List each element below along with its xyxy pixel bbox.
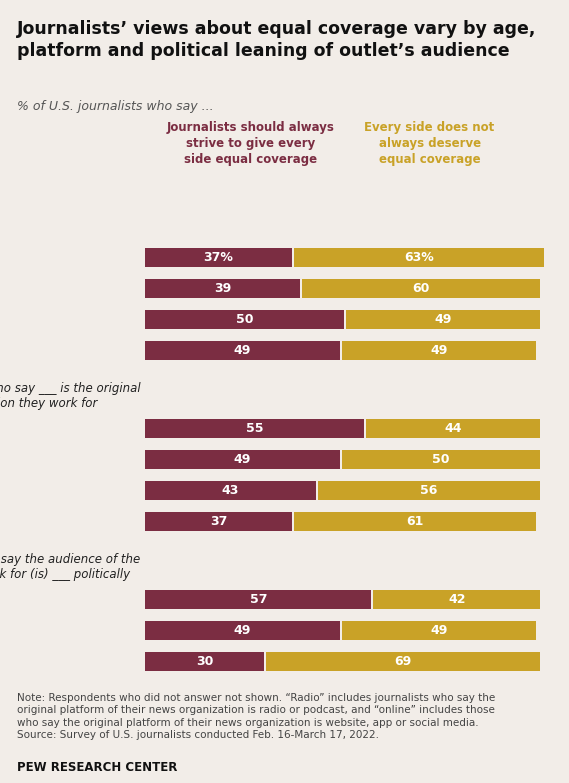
- Text: % of U.S. journalists who say ...: % of U.S. journalists who say ...: [17, 100, 214, 114]
- Text: 49: 49: [430, 345, 448, 357]
- Text: 57: 57: [250, 593, 267, 606]
- Text: Among U.S. journalists who say the audience of the
news organization they work f: Among U.S. journalists who say the audie…: [0, 553, 141, 581]
- Bar: [145, 280, 300, 298]
- Bar: [318, 482, 541, 500]
- Bar: [373, 590, 541, 609]
- Text: 60: 60: [413, 282, 430, 295]
- Bar: [266, 652, 541, 671]
- Text: 50: 50: [236, 313, 253, 327]
- Text: 49: 49: [434, 313, 452, 327]
- Bar: [145, 652, 264, 671]
- Text: 37%: 37%: [204, 251, 233, 264]
- Bar: [294, 248, 545, 267]
- Bar: [302, 280, 541, 298]
- Bar: [145, 513, 292, 531]
- Bar: [342, 450, 541, 469]
- Text: 49: 49: [234, 345, 251, 357]
- Text: 56: 56: [420, 484, 438, 497]
- Bar: [145, 341, 340, 360]
- Bar: [346, 310, 541, 329]
- Bar: [342, 341, 537, 360]
- Text: 50: 50: [432, 453, 450, 466]
- Bar: [145, 622, 340, 640]
- Text: 39: 39: [214, 282, 231, 295]
- Text: Every side does not
always deserve
equal coverage: Every side does not always deserve equal…: [365, 121, 494, 166]
- Bar: [145, 419, 364, 438]
- Text: 49: 49: [430, 624, 448, 637]
- Bar: [294, 513, 537, 531]
- Text: Among U.S. journalists who say ___ is the original
platform of the organization : Among U.S. journalists who say ___ is th…: [0, 382, 141, 410]
- Text: 55: 55: [246, 422, 263, 435]
- Bar: [145, 248, 292, 267]
- Text: 43: 43: [222, 484, 239, 497]
- Bar: [365, 419, 541, 438]
- Text: Journalists should always
strive to give every
side equal coverage: Journalists should always strive to give…: [166, 121, 335, 166]
- Text: Note: Respondents who did not answer not shown. “Radio” includes journalists who: Note: Respondents who did not answer not…: [17, 693, 496, 740]
- Text: 61: 61: [406, 515, 424, 529]
- Text: 30: 30: [196, 655, 213, 668]
- Bar: [145, 482, 316, 500]
- Text: 69: 69: [395, 655, 412, 668]
- Text: 63%: 63%: [404, 251, 434, 264]
- Bar: [145, 590, 372, 609]
- Text: 49: 49: [234, 624, 251, 637]
- Bar: [342, 622, 537, 640]
- Text: 49: 49: [234, 453, 251, 466]
- Text: 44: 44: [444, 422, 461, 435]
- Text: 37: 37: [210, 515, 227, 529]
- Bar: [145, 310, 344, 329]
- Bar: [145, 450, 340, 469]
- Text: Journalists’ views about equal coverage vary by age,
platform and political lean: Journalists’ views about equal coverage …: [17, 20, 537, 60]
- Text: 42: 42: [448, 593, 465, 606]
- Text: PEW RESEARCH CENTER: PEW RESEARCH CENTER: [17, 761, 178, 774]
